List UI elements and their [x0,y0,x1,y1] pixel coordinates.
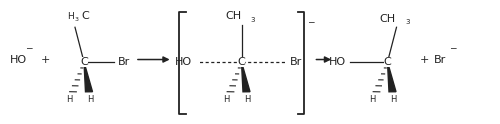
Text: 3: 3 [250,17,254,23]
Text: CH: CH [380,14,396,24]
Text: Br: Br [434,55,446,64]
Text: HO: HO [10,55,27,64]
Text: 3: 3 [74,17,78,22]
Text: H: H [224,95,230,104]
Text: H: H [87,95,93,104]
Polygon shape [388,62,396,92]
Text: C: C [384,57,392,67]
Text: Br: Br [290,57,302,67]
Text: −: − [449,43,457,52]
Text: −: − [25,43,33,52]
Text: H: H [244,95,250,104]
Text: Br: Br [118,57,130,67]
Text: −: − [308,17,315,26]
Polygon shape [242,62,250,92]
Text: C: C [81,11,89,21]
Text: HO: HO [329,57,346,67]
Text: +: + [420,55,428,64]
Text: HO: HO [176,57,192,67]
Text: C: C [238,57,246,67]
Text: 3: 3 [406,19,410,25]
Text: C: C [80,57,88,67]
Text: +: + [40,55,50,64]
Text: CH: CH [225,11,241,21]
Text: H: H [66,95,72,104]
Text: H: H [390,95,396,104]
Text: H: H [370,95,376,104]
Polygon shape [84,62,92,92]
Text: H: H [68,12,74,21]
